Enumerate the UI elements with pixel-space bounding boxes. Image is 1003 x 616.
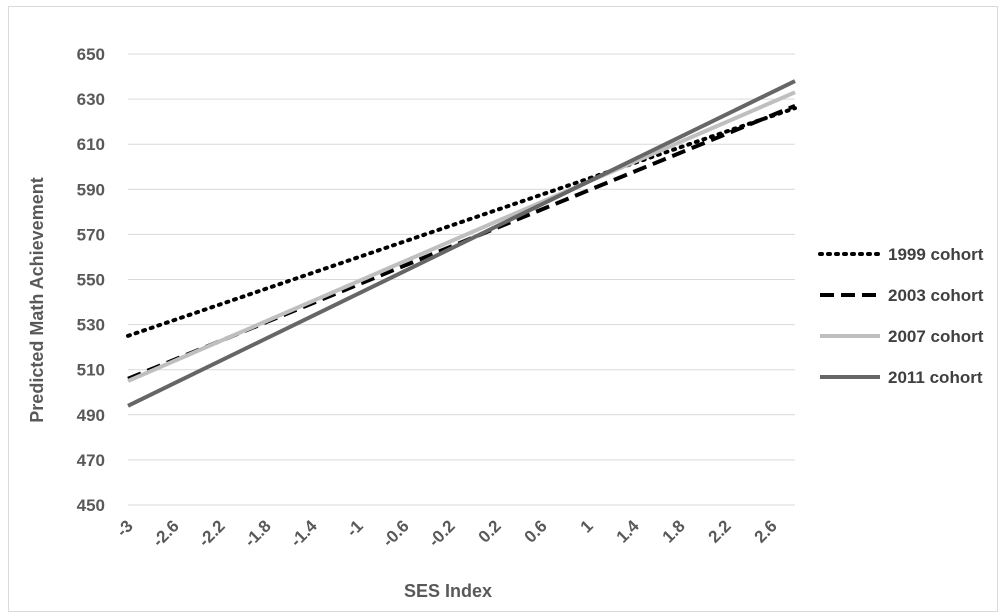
series-lines xyxy=(126,79,797,408)
chart-frame xyxy=(8,6,998,612)
y-axis-title: Predicted Math Achievement xyxy=(27,177,47,422)
y-tick-label: 470 xyxy=(77,451,105,470)
y-tick-label: 530 xyxy=(77,316,105,335)
legend: 1999 cohort 2003 cohort 2007 cohort 2011 co… xyxy=(818,245,984,387)
y-axis-ticks: 450 470 490 510 530 550 570 590 610 630 650 xyxy=(77,45,105,515)
x-tick-label: -1.4 xyxy=(287,516,322,551)
y-tick-label: 490 xyxy=(77,406,105,425)
series-line-2011-cohort xyxy=(127,79,796,408)
x-tick-label: -1.8 xyxy=(241,516,275,550)
x-tick-label: -0.6 xyxy=(379,516,413,550)
y-tick-label: 630 xyxy=(77,90,105,109)
legend-label: 1999 cohort xyxy=(888,245,984,264)
series-line-2007-cohort xyxy=(127,90,796,383)
x-tick-label: 0.6 xyxy=(521,516,551,546)
x-tick-label: -0.2 xyxy=(425,516,459,550)
x-tick-label: 1 xyxy=(577,516,597,536)
gridlines xyxy=(128,53,795,506)
x-tick-label: 2.6 xyxy=(751,516,781,546)
y-tick-label: 510 xyxy=(77,361,105,380)
series-line-1999-cohort xyxy=(126,106,797,338)
y-tick-label: 550 xyxy=(77,271,105,290)
x-tick-label: 0.2 xyxy=(475,516,505,546)
x-tick-label: -2.2 xyxy=(195,516,229,550)
y-tick-label: 590 xyxy=(77,180,105,199)
x-tick-label: 1.8 xyxy=(659,516,689,546)
x-axis-title: SES Index xyxy=(404,581,492,601)
legend-label: 2011 cohort xyxy=(888,368,983,387)
legend-label: 2007 cohort xyxy=(888,327,984,346)
x-tick-label: -1 xyxy=(343,516,367,540)
x-tick-label: -2.6 xyxy=(149,516,183,550)
y-tick-label: 650 xyxy=(77,45,105,64)
x-tick-label: 2.2 xyxy=(705,516,735,546)
x-tick-label: -3 xyxy=(113,516,137,540)
y-tick-label: 570 xyxy=(77,225,105,244)
x-axis-ticks: -3 -2.6 -2.2 -1.8 -1.4 -1 -0.6 -0.2 0.2 0.6 1 1.4 1.… xyxy=(113,516,781,551)
y-tick-label: 610 xyxy=(77,135,105,154)
y-tick-label: 450 xyxy=(77,496,105,515)
legend-label: 2003 cohort xyxy=(888,286,984,305)
x-tick-label: 1.4 xyxy=(613,516,644,547)
